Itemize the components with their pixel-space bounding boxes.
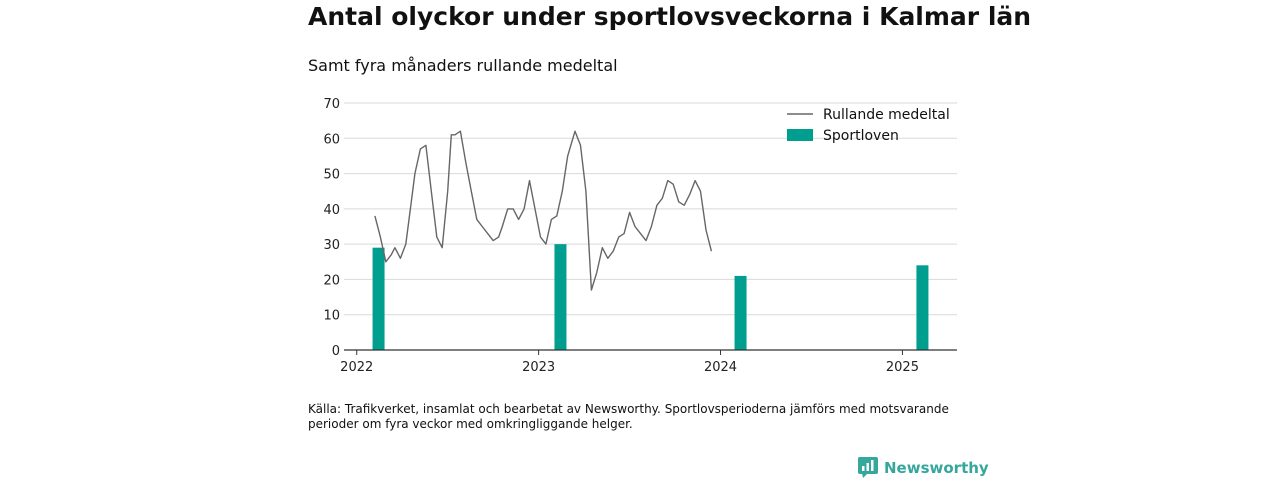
y-tick-label: 70	[323, 97, 340, 112]
y-tick-label: 20	[323, 273, 340, 288]
legend-bar-swatch	[787, 129, 813, 141]
bar	[916, 265, 929, 350]
chart: 0 10 20 30 40 50 60 70 2022 2023 2024 2025 Rullande …	[323, 97, 957, 375]
y-tick-label: 10	[323, 309, 340, 324]
y-tick-label: 60	[323, 132, 340, 147]
legend-label: Sportloven	[823, 128, 899, 144]
brand-logo: Newsworthy	[858, 457, 989, 479]
y-tick-label: 30	[323, 238, 340, 253]
chart-title: Antal olyckor under sportlovsveckorna i …	[308, 2, 1032, 31]
brand-name: Newsworthy	[884, 459, 989, 477]
y-tick-label: 40	[323, 203, 340, 218]
rolling-mean-line	[374, 130, 713, 291]
source-footnote: Källa: Trafikverket, insamlat och bearbe…	[308, 402, 949, 431]
x-tick-label: 2022	[340, 360, 373, 375]
legend-label: Rullande medeltal	[823, 107, 950, 123]
bar	[554, 244, 567, 350]
x-tick-label: 2025	[886, 360, 919, 375]
bar	[734, 275, 747, 350]
y-tick-label: 50	[323, 168, 340, 183]
newsworthy-icon	[858, 457, 878, 478]
x-tick-label: 2024	[704, 360, 737, 375]
y-tick-label: 0	[332, 344, 340, 359]
bar	[372, 247, 385, 350]
chart-subtitle: Samt fyra månaders rullande medeltal	[308, 56, 618, 75]
x-tick-label: 2023	[522, 360, 555, 375]
